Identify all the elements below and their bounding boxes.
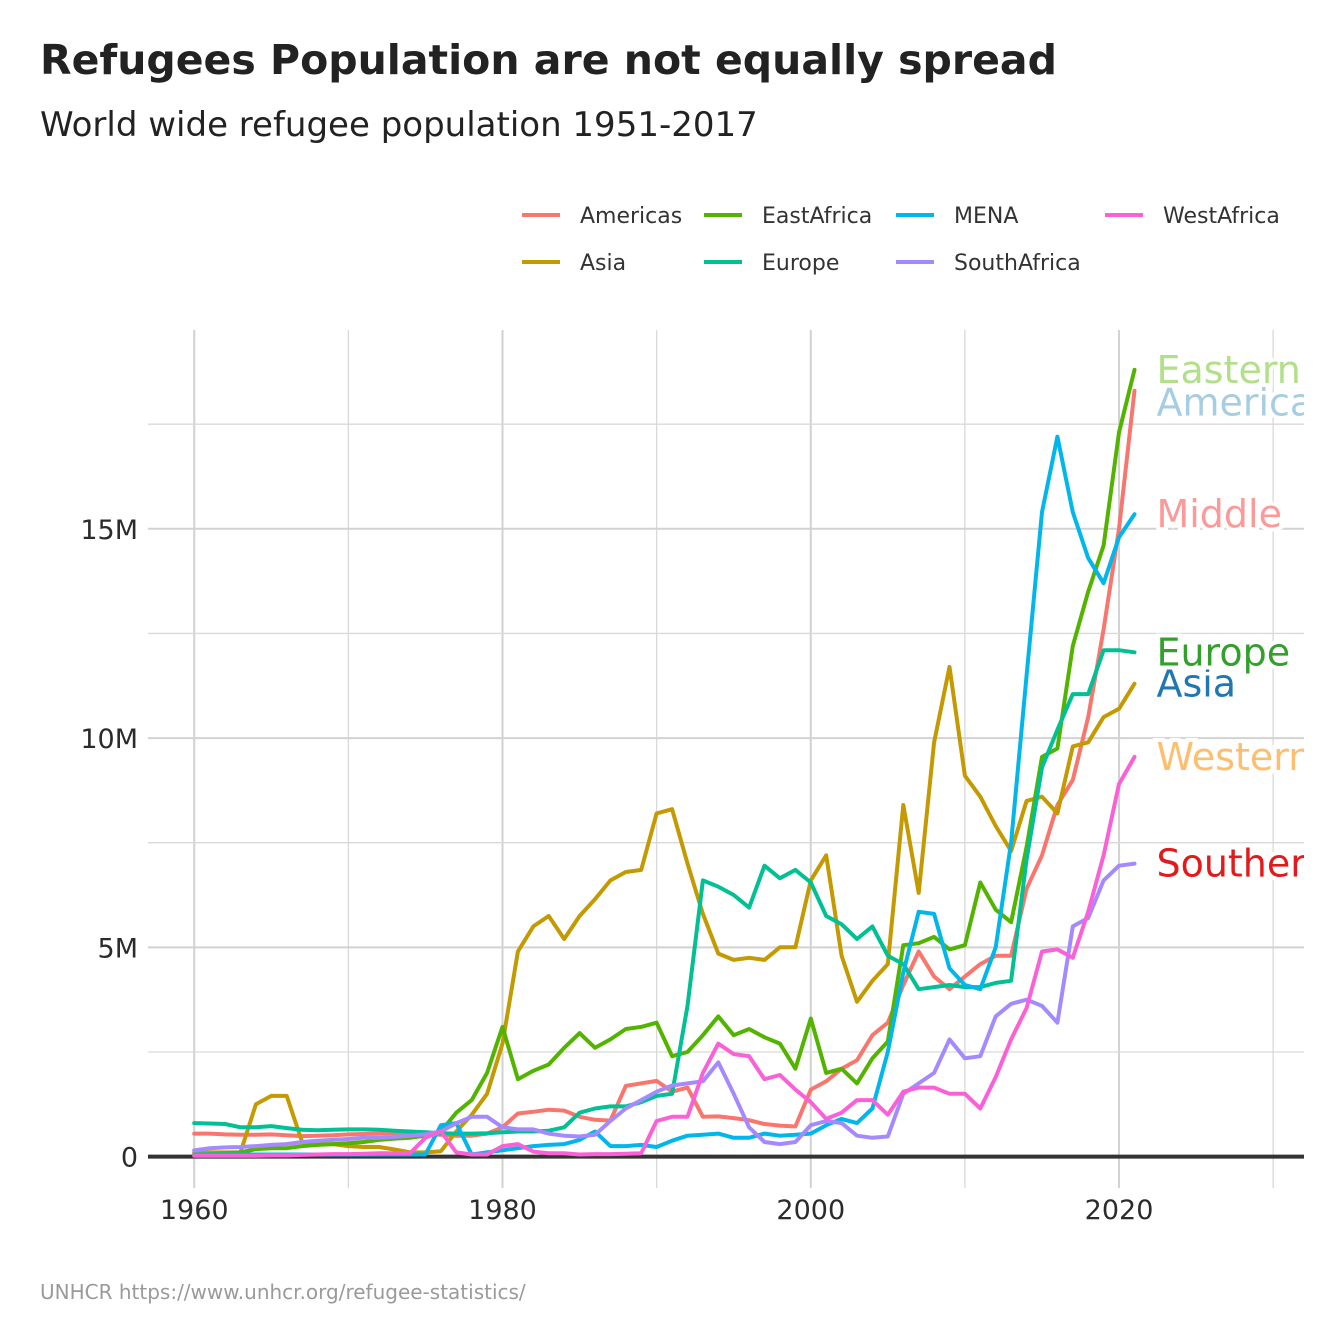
legend-item-southafrica: SouthAfrica: [896, 251, 1081, 276]
chart-caption: UNHCR https://www.unhcr.org/refugee-stat…: [40, 1280, 526, 1304]
legend-item-americas: Americas: [522, 204, 682, 229]
legend-label: MENA: [954, 204, 1018, 229]
legend-item-eastafrica: EastAfrica: [704, 204, 872, 229]
x-tick-label: 2020: [1085, 1195, 1154, 1226]
end-label-americas: Americas: [1156, 381, 1333, 425]
end-label-asia: Asia: [1156, 662, 1236, 706]
end-label-eastern: Eastern: [1156, 348, 1300, 392]
legend-label: Americas: [580, 204, 682, 229]
series-lines: [192, 367, 1137, 1158]
y-tick-label: 5M: [98, 933, 138, 964]
y-tick-label: 0: [121, 1143, 138, 1174]
y-tick-label: 10M: [80, 724, 138, 755]
series-line-europe: [192, 648, 1137, 1136]
end-label-europe: Europe: [1156, 630, 1290, 674]
grid: [148, 330, 1304, 1188]
y-axis-ticks: 0 5M 10M 15M: [80, 515, 138, 1174]
x-axis-ticks: 1960 1980 2000 2020: [160, 1195, 1154, 1226]
legend-item-asia: Asia: [522, 251, 626, 276]
legend-label: Asia: [580, 251, 626, 276]
series-line-americas: [192, 388, 1137, 1139]
x-tick-label: 1980: [468, 1195, 537, 1226]
x-tick-label: 2000: [776, 1195, 845, 1226]
legend-item-mena: MENA: [896, 204, 1018, 229]
chart-title: Refugees Population are not equally spre…: [40, 36, 1057, 84]
series-line-westafrica: [192, 754, 1137, 1158]
end-label-western: Western: [1156, 735, 1312, 779]
legend-item-europe: Europe: [704, 251, 839, 276]
series-line-eastafrica: [192, 367, 1137, 1157]
legend: Americas Asia EastAfrica Europe MENA SouthAfr…: [522, 204, 1280, 276]
legend-label: EastAfrica: [762, 204, 872, 229]
end-label-middle: Middle: [1156, 492, 1282, 536]
series-line-asia: [192, 664, 1137, 1155]
legend-label: SouthAfrica: [954, 251, 1081, 276]
chart-subtitle: World wide refugee population 1951-2017: [40, 105, 758, 145]
legend-label: WestAfrica: [1163, 204, 1280, 229]
end-label-southern: Southern: [1156, 842, 1329, 886]
series-line-southafrica: [192, 861, 1137, 1153]
series-line-mena: [192, 434, 1137, 1157]
legend-item-westafrica: WestAfrica: [1105, 204, 1280, 229]
y-tick-label: 15M: [80, 515, 138, 546]
x-tick-label: 1960: [160, 1195, 229, 1226]
legend-label: Europe: [762, 251, 839, 276]
